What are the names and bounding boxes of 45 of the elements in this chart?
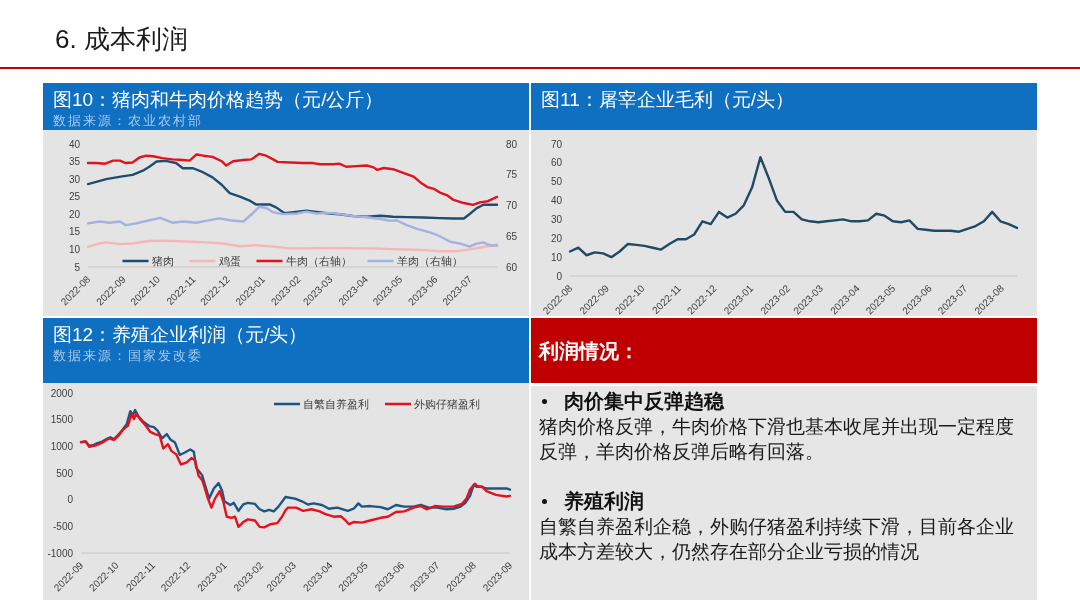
y-tick-label: 40 — [68, 138, 81, 150]
y-tick-label: 60 — [550, 157, 563, 169]
chart-subtitle: 数据来源：农业农村部 — [53, 113, 203, 129]
y-tick-label: 20 — [550, 232, 563, 244]
y2-tick-label: 70 — [506, 200, 518, 211]
y-tick-label: 35 — [68, 156, 81, 168]
y2-tick-label: 60 — [506, 261, 518, 273]
y-tick-label: 0 — [556, 270, 563, 282]
y-tick-label: 20 — [68, 208, 81, 220]
legend-label: 自繁自养盈利 — [303, 397, 369, 410]
y-tick-label: 25 — [68, 191, 81, 203]
legend-label: 猪肉 — [151, 254, 174, 267]
y-tick-label: 70 — [550, 138, 563, 150]
y-tick-label: 10 — [550, 251, 563, 263]
y-tick-label: 30 — [550, 213, 563, 225]
chart-title: 图12：养殖企业利润（元/头） — [53, 324, 308, 346]
y-tick-label: 2000 — [50, 387, 74, 399]
y2-tick-label: 80 — [506, 138, 518, 150]
text: 6. 成本利润 — [55, 23, 188, 55]
y2-tick-label: 65 — [506, 230, 518, 242]
text: 自繁自养盈利企稳，外购仔猪盈利持续下滑，目前各企业成本方差较大，仍然存在部分企业亏损的情况 — [539, 515, 1015, 564]
y-tick-label: 30 — [68, 173, 81, 185]
y-tick-label: 1000 — [50, 440, 74, 452]
y-tick-label: 50 — [550, 176, 563, 188]
legend-label: 羊肉（右轴） — [396, 254, 463, 267]
y-tick-label: 40 — [550, 195, 563, 207]
legend-label: 牛肉（右轴） — [285, 254, 352, 267]
text: 猪肉价格反弹，牛肉价格下滑也基本收尾并出现一定程度反弹，羊肉价格反弹后略有回落。 — [539, 415, 1015, 464]
chart-subtitle: 数据来源：国家发改委 — [53, 348, 203, 364]
legend-label: 鸡蛋 — [217, 254, 241, 267]
chart-title: 图10：猪肉和牛肉价格趋势（元/公斤） — [53, 89, 384, 111]
text: 利润情况： — [539, 339, 639, 364]
y-tick-label: -500 — [52, 520, 74, 532]
y-tick-label: 5 — [74, 261, 81, 273]
y2-tick-label: 75 — [506, 169, 518, 181]
y-tick-label: -1000 — [47, 547, 74, 559]
y-tick-label: 15 — [68, 226, 81, 238]
legend-label: 外购仔猪盈利 — [414, 397, 480, 410]
chart-title: 图11：屠宰企业毛利（元/头） — [541, 89, 795, 111]
text: 养殖利润 — [564, 489, 644, 514]
y-tick-label: 1500 — [50, 414, 74, 426]
y-tick-label: 500 — [56, 467, 74, 479]
y-tick-label: 0 — [67, 494, 74, 506]
text: 肉价集中反弹趋稳 — [564, 389, 724, 414]
y-tick-label: 10 — [68, 243, 81, 255]
